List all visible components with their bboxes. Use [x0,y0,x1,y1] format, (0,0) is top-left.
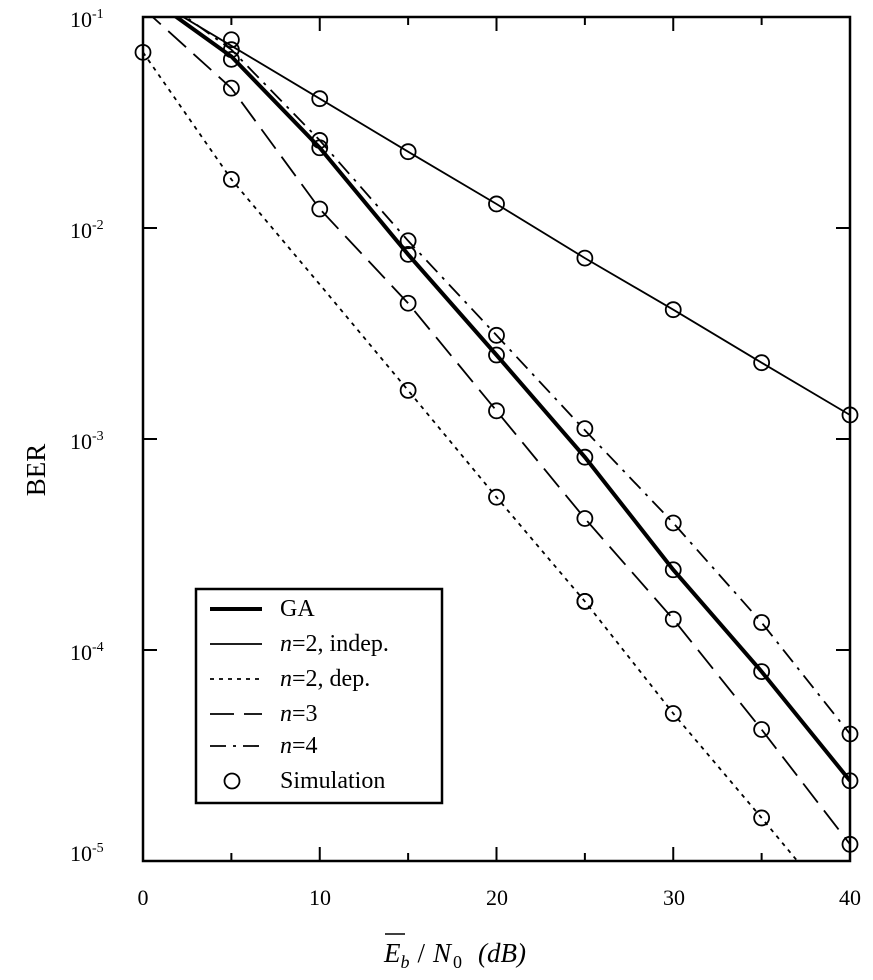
series-group [143,17,850,861]
y-tick-label: 10-4 [70,640,104,665]
simulation-marker [753,614,771,631]
simulation-marker [134,43,152,61]
legend-label-n4: n=4 [280,733,318,759]
simulation-marker [399,143,417,161]
simulation-marker [841,725,859,743]
legend-label-simulation: Simulation [280,768,385,794]
legend-symbol-marker [223,772,241,790]
x-tick-label: 0 [138,885,149,910]
simulation-marker [222,79,240,97]
legend-label-n3: n=3 [280,701,318,727]
series-line-n-2-dep- [143,51,799,861]
simulation-markers [134,31,859,853]
simulation-marker [576,510,594,527]
simulation-marker [576,448,594,466]
series-line-n-3 [151,17,850,845]
simulation-marker [841,772,859,790]
simulation-marker [664,705,682,722]
x-tick-label: 30 [663,885,685,910]
x-tick-labels: 0 10 20 30 40 [138,885,862,910]
simulation-marker [311,90,329,108]
simulation-marker [222,31,240,49]
series-line-ga [172,17,850,783]
simulation-marker [753,809,771,827]
simulation-marker [222,170,240,188]
simulation-marker [222,41,240,59]
y-tick-label: 10-3 [70,429,104,454]
legend-label-ga: GA [280,596,315,622]
simulation-marker [753,721,771,738]
simulation-marker [222,50,240,68]
y-axis-label: BER [21,444,51,497]
y-tick-label: 10-2 [70,218,104,243]
simulation-marker [399,294,417,312]
simulation-marker [753,663,771,681]
simulation-marker [664,301,682,319]
simulation-marker [311,200,329,218]
simulation-marker [311,132,329,149]
legend-label-n2-dep: n=2, dep. [280,666,370,692]
x-tick-label: 10 [309,885,331,910]
simulation-marker [488,488,505,506]
legend-symbols [210,607,262,790]
simulation-marker [664,561,682,579]
x-tick-label: 20 [486,885,508,910]
legend-box [194,587,444,805]
simulation-marker [488,326,505,344]
y-tick-labels: 10-1 10-2 10-3 10-4 10-5 [70,7,104,866]
legend: GA n=2, indep. n=2, dep. n=3 n=4 Simulat… [194,587,444,805]
series-line-n-2-indep- [181,17,850,416]
simulation-marker [576,249,594,267]
simulation-marker [664,514,682,532]
axis-ticks [142,16,851,862]
simulation-marker [399,381,417,399]
y-tick-label: 10-1 [70,7,104,32]
x-tick-label: 40 [839,885,861,910]
x-axis-label-text: Eb / N 0 (dB) [383,938,526,972]
simulation-marker [488,346,505,364]
x-axis-label: Eb / N 0 (dB) [383,933,526,972]
simulation-marker [841,406,859,424]
legend-label-n2-indep: n=2, indep. [280,631,389,657]
simulation-marker [753,354,771,372]
y-tick-label: 10-5 [70,841,104,866]
simulation-marker [841,835,859,853]
simulation-marker [488,402,505,420]
simulation-marker [399,245,417,263]
series-line-n-4 [184,17,850,735]
simulation-marker [664,610,682,628]
simulation-marker [488,195,505,213]
simulation-marker [399,232,417,250]
simulation-marker [576,592,594,610]
simulation-marker [311,139,329,157]
simulation-marker [576,420,594,438]
